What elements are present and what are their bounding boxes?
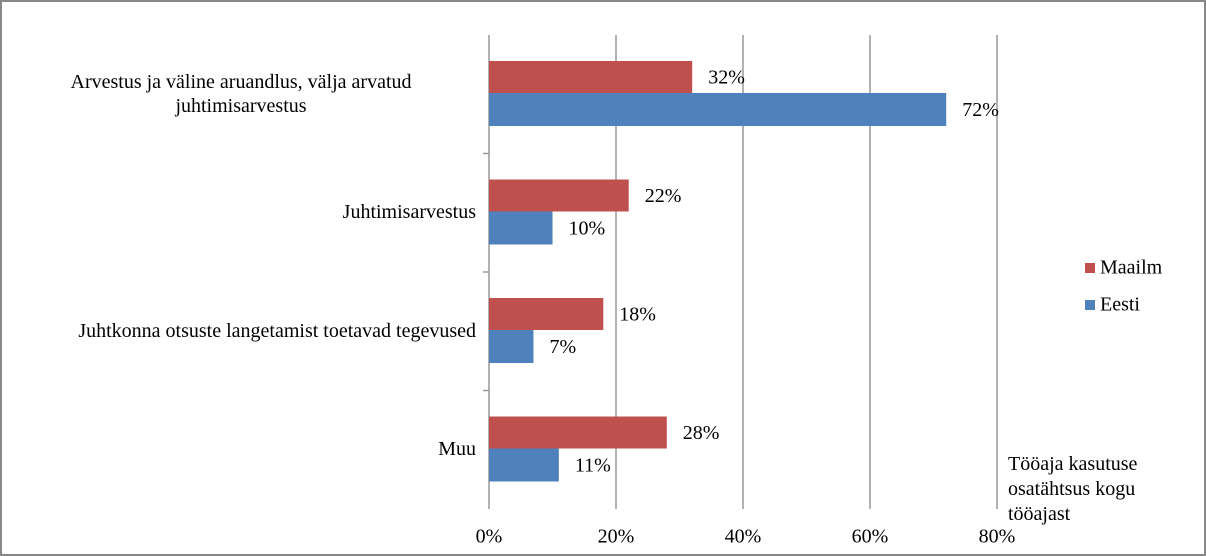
- bar: [489, 93, 947, 126]
- bar: [489, 179, 629, 212]
- bar: [489, 448, 559, 482]
- value-label: 18%: [619, 304, 656, 326]
- legend-label: Eesti: [1100, 294, 1140, 316]
- bar: [489, 298, 604, 330]
- y-tick-label: Muu: [6, 417, 476, 482]
- x-tick-label: 40%: [725, 526, 762, 548]
- x-tick-label: 60%: [852, 526, 889, 548]
- y-tick-label: Juhtimisarvestus: [6, 180, 476, 245]
- legend-swatch: [1085, 300, 1095, 310]
- y-tick-label: Arvestus ja väline aruandlus, välja arva…: [6, 61, 476, 126]
- value-label: 10%: [569, 218, 606, 240]
- value-label: 7%: [549, 336, 576, 358]
- value-label: 28%: [683, 422, 720, 444]
- bar: [489, 211, 553, 245]
- value-label: 22%: [645, 185, 682, 207]
- x-tick-label: 20%: [598, 526, 635, 548]
- legend-swatch: [1085, 263, 1095, 273]
- value-label: 11%: [575, 455, 611, 477]
- bar: [489, 61, 693, 93]
- x-axis-label: Tööaja kasutuse osatähtsus kogu tööajast: [1008, 453, 1138, 525]
- category-text: Juhtkonna otsuste langetamist toetavad t…: [78, 319, 476, 342]
- value-label: 72%: [962, 99, 999, 121]
- bar: [489, 330, 534, 363]
- category-text: Arvestus ja väline aruandlus, välja arva…: [70, 70, 412, 117]
- category-text: Juhtimisarvestus: [342, 201, 476, 223]
- y-tick-label: Juhtkonna otsuste langetamist toetavad t…: [6, 298, 476, 363]
- category-text: Muu: [438, 438, 476, 460]
- bar: [489, 416, 667, 449]
- x-tick-label: 0%: [476, 526, 503, 548]
- legend-label: Maailm: [1100, 257, 1163, 279]
- value-label: 32%: [708, 67, 745, 89]
- x-tick-label: 80%: [979, 526, 1016, 548]
